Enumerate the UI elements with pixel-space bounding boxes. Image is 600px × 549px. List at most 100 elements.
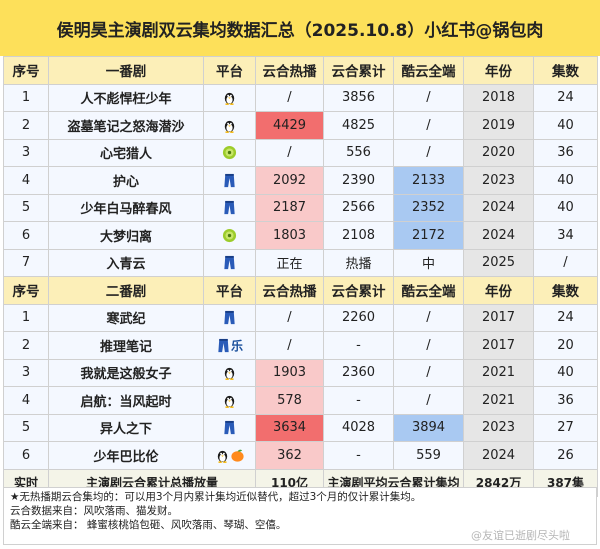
column-header: 酷云全端 [393, 56, 464, 85]
watermark: @友谊已逝剧尽头啦 [471, 529, 570, 542]
hot-cell: / [255, 331, 324, 360]
table-row: 7 入青云 正在 热播中 2025/ [3, 248, 598, 277]
column-header: 平台 [203, 56, 256, 85]
year-cell: 2020 [463, 138, 534, 167]
cum-cell: 2108 [323, 221, 394, 250]
eps-cell: 40 [533, 166, 598, 195]
hot-cell: 578 [255, 386, 324, 415]
year-cell: 2018 [463, 83, 534, 112]
table-row: 5 异人之下 3634 4028 3894 2023 27 [3, 413, 598, 442]
column-header: 年份 [463, 56, 534, 85]
cum-cell: - [323, 331, 394, 360]
no-cell: 2 [3, 111, 49, 140]
note-line: 酷云全端来自： 蜂蜜核桃馅包砸、风吹落雨、琴瑚、空僖。 [10, 519, 287, 531]
year-cell: 2024 [463, 193, 534, 222]
tencent-icon [222, 90, 237, 106]
table-row: 2 推理笔记乐 / -/2017 20 [3, 331, 598, 360]
eps-cell: 40 [533, 111, 598, 140]
summary-row: 实时 主演剧云合累计总播放量 110亿 主演剧平均云合累计集均 2842万 387集 [3, 468, 598, 497]
eps-cell: 24 [533, 303, 598, 332]
iqiyi-icon [222, 228, 237, 243]
table-row: 6 少年巴比伦 362-559 2024 26 [3, 441, 598, 470]
no-cell: 6 [3, 221, 49, 250]
platform-cell [203, 441, 256, 470]
platform-cell [203, 111, 256, 140]
no-cell: 4 [3, 386, 49, 415]
hot-cell: 1903 [255, 358, 324, 387]
table-row: 3 我就是这般女子 1903 2360/2021 40 [3, 358, 598, 387]
eps-cell: 40 [533, 193, 598, 222]
kuyun-cell: / [393, 331, 464, 360]
cum-cell: 4825 [323, 111, 394, 140]
column-header: 云合累计 [323, 56, 394, 85]
drama-name-cell: 推理笔记 [48, 331, 204, 360]
drama-name-cell: 寒武纪 [48, 303, 204, 332]
hot-cell: / [255, 303, 324, 332]
table-header: 序号 二番剧 平台 云合热播 云合累计 酷云全端 年份 集数 [3, 276, 598, 305]
no-cell: 1 [3, 303, 49, 332]
year-cell: 2024 [463, 221, 534, 250]
page-title: 侯明昊主演剧双云集均数据汇总（2025.10.8）小红书@锅包肉 [0, 0, 600, 56]
hot-cell: 正在 [255, 248, 324, 277]
hot-cell: 1803 [255, 221, 324, 250]
tencent-icon [215, 448, 230, 463]
hot-cell: 362 [255, 441, 324, 470]
cum-cell: 556 [323, 138, 394, 167]
column-header: 一番剧 [48, 56, 204, 85]
cum-cell: - [323, 386, 394, 415]
year-cell: 2021 [463, 386, 534, 415]
drama-name-cell: 启航：当风起时 [48, 386, 204, 415]
eps-cell: / [533, 248, 598, 277]
eps-cell: 34 [533, 221, 598, 250]
kuyun-cell: / [393, 111, 464, 140]
no-cell: 1 [3, 83, 49, 112]
platform-cell [203, 413, 256, 442]
cum-cell: 2360 [323, 358, 394, 387]
column-header: 序号 [3, 276, 49, 305]
platform-cell [203, 386, 256, 415]
tencent-icon [222, 393, 237, 408]
drama-name-cell: 心宅猎人 [48, 138, 204, 167]
drama-name-cell: 异人之下 [48, 413, 204, 442]
year-cell: 2023 [463, 166, 534, 195]
mango-icon [230, 448, 245, 463]
eps-cell: 26 [533, 441, 598, 470]
drama-name-cell: 盗墓笔记之怒海潜沙 [48, 111, 204, 140]
column-header: 酷云全端 [393, 276, 464, 305]
table-row: 4 护心 2092 2390 2133 2023 40 [3, 166, 598, 195]
cum-cell: - [323, 441, 394, 470]
no-cell: 5 [3, 413, 49, 442]
platform-cell [203, 358, 256, 387]
column-header: 云合累计 [323, 276, 394, 305]
hot-cell: 3634 [255, 413, 324, 442]
cum-cell: 2566 [323, 193, 394, 222]
year-cell: 2021 [463, 358, 534, 387]
hot-cell: 2092 [255, 166, 324, 195]
cum-cell: 2390 [323, 166, 394, 195]
column-header: 云合热播 [255, 276, 324, 305]
no-cell: 2 [3, 331, 49, 360]
data-table: 序号 一番剧 平台 云合热播 云合累计 酷云全端 年份 集数 1 人不彪悍枉少年/3856/201… [3, 56, 598, 497]
table-row: 5 少年白马醉春风 2187 2566 2352 2024 40 [3, 193, 598, 222]
youku-icon [222, 173, 237, 188]
year-cell: 2024 [463, 441, 534, 470]
table-header: 序号 一番剧 平台 云合热播 云合累计 酷云全端 年份 集数 [3, 56, 598, 85]
kuyun-cell: 2172 [393, 221, 464, 250]
year-cell: 2019 [463, 111, 534, 140]
kuyun-cell: / [393, 138, 464, 167]
notes-panel: ★无热播期云合集均的：可以用3个月内累计集均近似替代，超过3个月的仅计累计集均。… [3, 487, 597, 545]
table-row: 1 寒武纪/2260/2017 24 [3, 303, 598, 332]
platform-cell [203, 303, 256, 332]
hot-cell: / [255, 138, 324, 167]
platform-cell: 乐 [203, 331, 256, 360]
cum-cell: 热播 [323, 248, 394, 277]
year-cell: 2025 [463, 248, 534, 277]
year-cell: 2017 [463, 303, 534, 332]
platform-cell [203, 221, 256, 250]
platform-cell [203, 138, 256, 167]
drama-name-cell: 少年巴比伦 [48, 441, 204, 470]
kuyun-cell: / [393, 83, 464, 112]
drama-name-cell: 少年白马醉春风 [48, 193, 204, 222]
column-header: 二番剧 [48, 276, 204, 305]
eps-cell: 36 [533, 138, 598, 167]
